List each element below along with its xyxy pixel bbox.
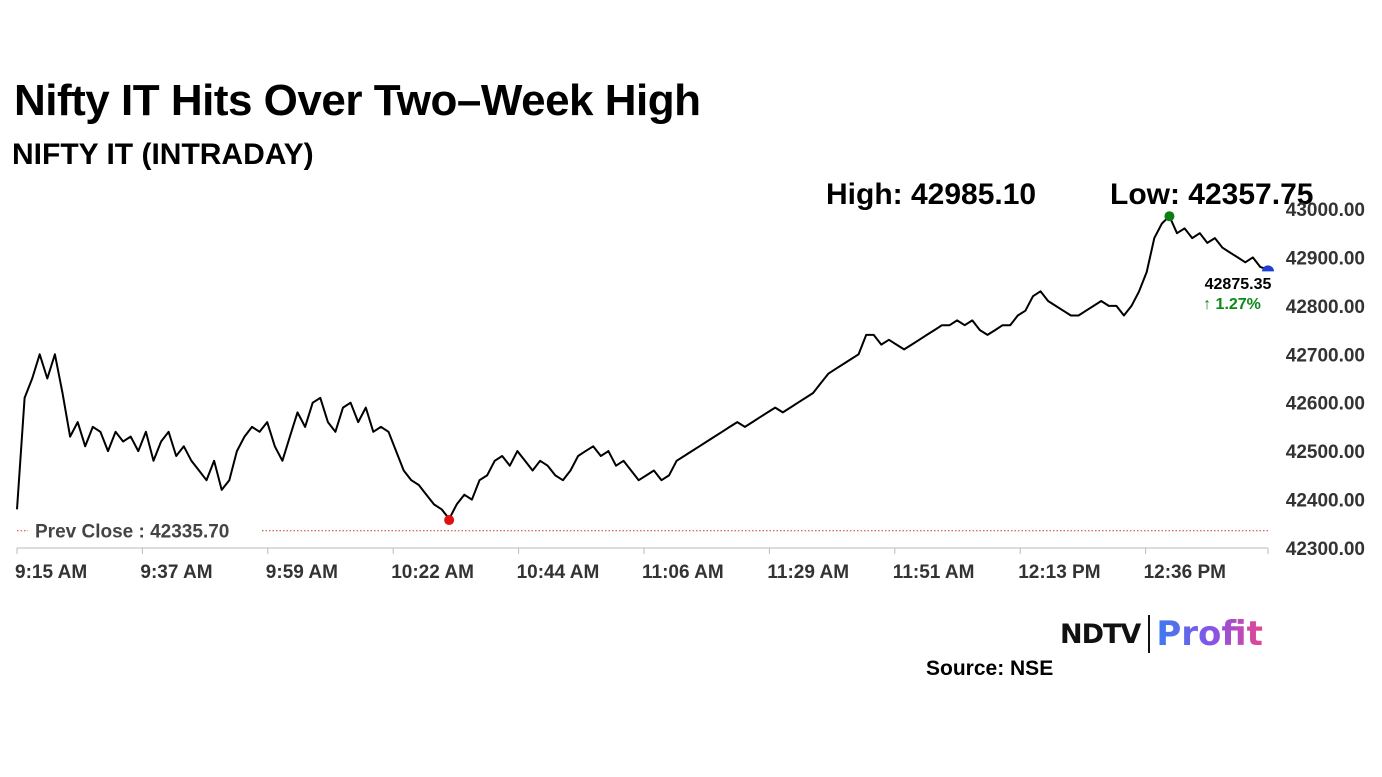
x-tick-label: 11:29 AM [767,562,849,583]
y-tick-label: 42300.00 [1286,539,1365,560]
last-value-marker [1262,265,1274,272]
low-label: Low: 42357.75 [1110,178,1314,211]
y-tick-label: 42600.00 [1286,394,1365,415]
x-tick-label: 10:44 AM [517,562,600,583]
low-marker [444,515,455,526]
x-tick-label: 9:37 AM [140,562,212,583]
x-tick-label: 11:51 AM [893,562,975,583]
y-tick-label: 42800.00 [1286,297,1365,318]
x-tick-label: 12:13 PM [1018,562,1100,583]
high-label: High: 42985.10 [826,178,1037,211]
x-tick-label: 10:22 AM [391,562,474,583]
high-marker [1164,211,1175,222]
ndtv-profit-logo: NDTV Profit [1060,614,1263,654]
logo-ndtv-text: NDTV [1060,618,1141,650]
prev-close-label-bg [28,516,260,541]
last-value-label: 42875.35 [1205,276,1272,293]
chart-title: Nifty IT Hits Over Two–Week High [14,76,701,125]
logo-divider [1148,615,1151,653]
axis-layer: 9:15 AM 9:37 AM 9:59 AM 10:22 AM 10:44 AM 11:… [15,200,1365,583]
x-tick-label: 9:15 AM [15,562,87,583]
price-line [16,215,1269,520]
y-tick-label: 42500.00 [1286,442,1365,463]
y-tick-label: 43000.00 [1286,200,1365,221]
change-label: ↑ 1.27% [1203,296,1261,313]
series-layer [16,215,1269,520]
marker-layer: 42875.35 ↑ 1.27% [444,211,1274,526]
y-tick-label: 42400.00 [1286,491,1365,512]
x-tick-label: 9:59 AM [266,562,338,583]
prev-close-label: Prev Close : 42335.70 [35,522,229,543]
y-tick-label: 42700.00 [1286,345,1365,366]
prev-close-layer: Prev Close : 42335.70 [17,516,1268,543]
y-tick-label: 42900.00 [1286,248,1365,269]
chart-subtitle: NIFTY IT (INTRADAY) [12,138,314,171]
x-tick-label: 12:36 PM [1144,562,1226,583]
source-note: Source: NSE [926,657,1054,680]
x-tick-label: 11:06 AM [642,562,724,583]
logo-profit-text: Profit [1156,614,1263,654]
